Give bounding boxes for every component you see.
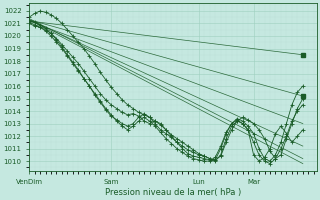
X-axis label: Pression niveau de la mer( hPa ): Pression niveau de la mer( hPa ) <box>105 188 241 197</box>
